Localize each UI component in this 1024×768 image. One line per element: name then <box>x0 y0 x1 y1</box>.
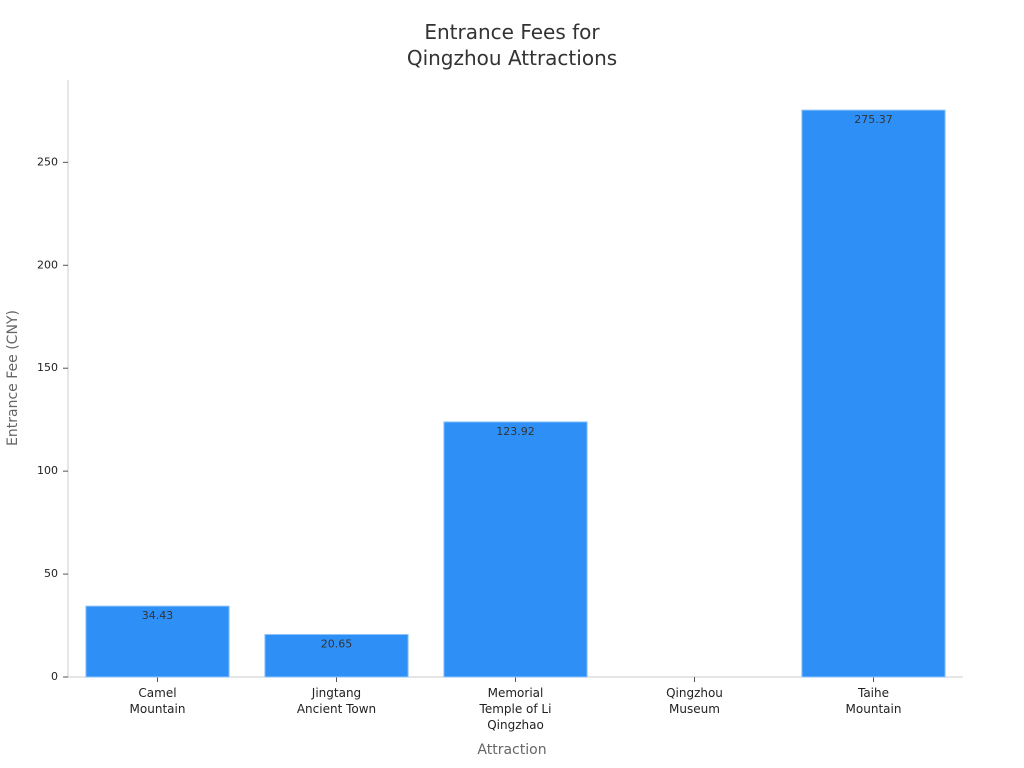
bar <box>264 633 409 678</box>
y-tick-label: 250 <box>37 155 58 168</box>
value-label: 275.37 <box>854 113 893 126</box>
y-tick-label: 200 <box>37 258 58 271</box>
x-tick-label: Taihe Mountain <box>846 686 902 716</box>
value-label: 34.43 <box>142 609 174 622</box>
x-axis-label: Attraction <box>477 742 546 758</box>
y-axis-label: Entrance Fee (CNY) <box>5 310 21 446</box>
bar <box>801 109 946 678</box>
value-label: 20.65 <box>321 637 353 650</box>
y-tick-label: 50 <box>44 567 58 580</box>
y-tick-label: 0 <box>51 670 58 683</box>
value-label: 123.92 <box>496 425 535 438</box>
x-tick-label: Qingzhou Museum <box>666 686 723 716</box>
chart-title: Entrance Fees for Qingzhou Attractions <box>407 20 617 70</box>
x-tick-label: Memorial Temple of Li Qingzhao <box>479 686 552 732</box>
bar <box>443 421 588 678</box>
y-tick-label: 100 <box>37 464 58 477</box>
y-tick-label: 150 <box>37 361 58 374</box>
bar <box>85 605 230 678</box>
x-tick-label: Camel Mountain <box>130 686 186 716</box>
x-tick-label: Jingtang Ancient Town <box>297 686 376 716</box>
